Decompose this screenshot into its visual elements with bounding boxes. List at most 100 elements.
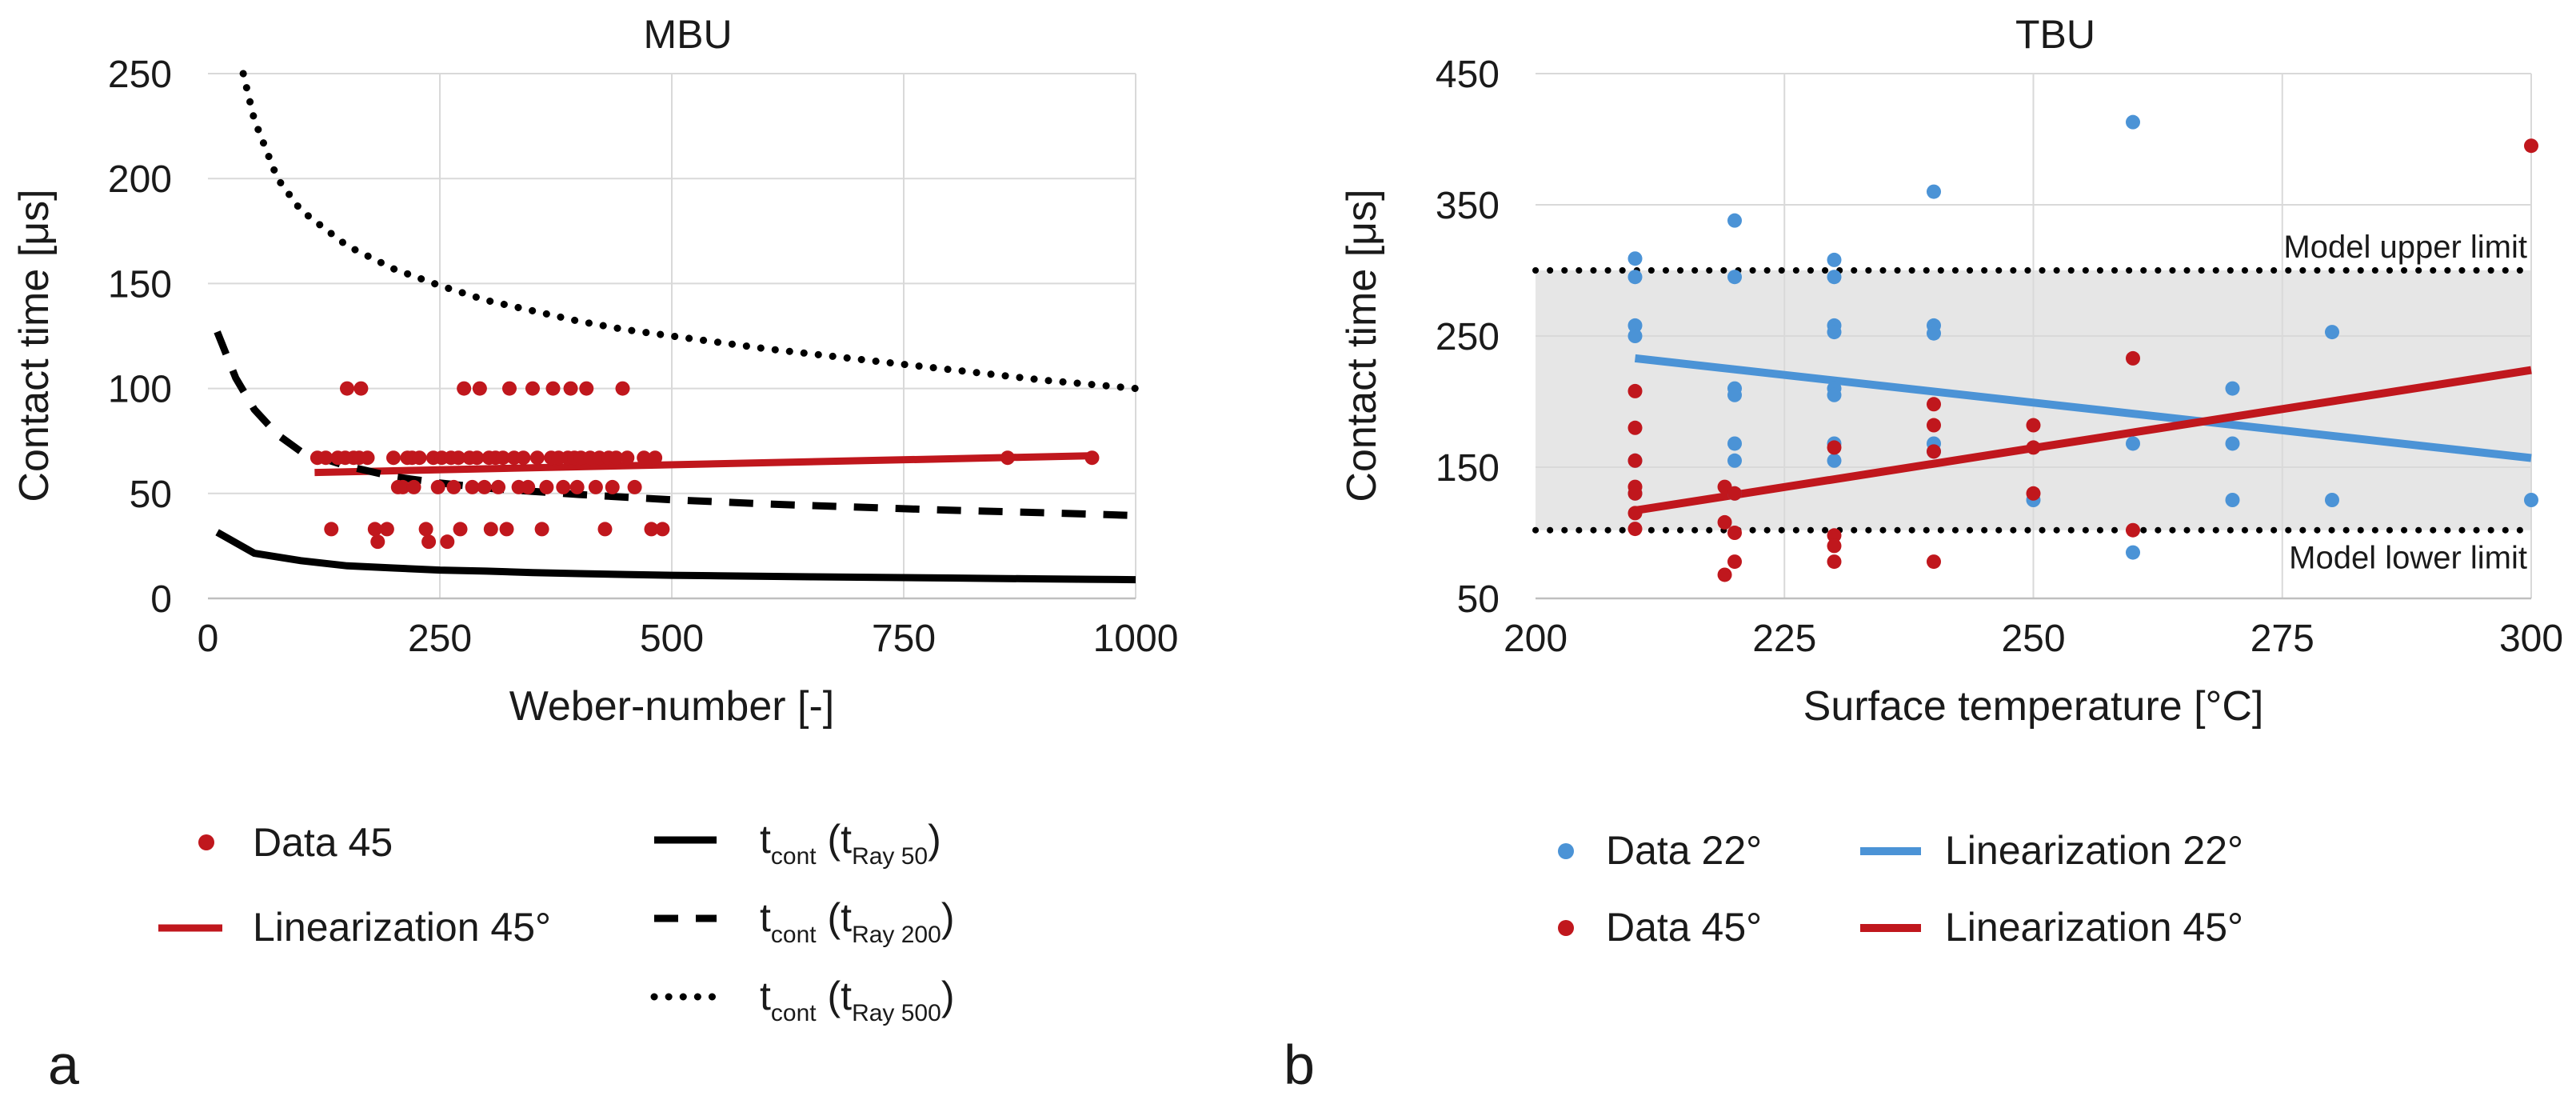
- data-point-data-45: [465, 479, 480, 494]
- data-point-data-45: [412, 450, 427, 466]
- data-point-data-22: [1727, 453, 1742, 468]
- data-point-data-22: [2126, 545, 2140, 560]
- data-point-data-22: [2126, 436, 2140, 451]
- data-point-data-45: [472, 381, 487, 396]
- data-point-data-45: [556, 479, 571, 494]
- legend-label-data-45: Data 45: [253, 820, 393, 865]
- legend-label-part: cont: [771, 922, 817, 948]
- legend-label-t-cont-t-ray-200: tcont (tRay 200): [760, 895, 954, 948]
- x-tick-label: 250: [2001, 618, 2065, 660]
- data-point-data-45: [370, 534, 385, 550]
- data-point-data-22: [2325, 493, 2339, 507]
- x-tick-label: 275: [2251, 618, 2314, 660]
- y-tick-label: 250: [1436, 316, 1500, 358]
- legend-label-part: ): [941, 974, 955, 1018]
- data-point-data-45: [1927, 554, 1941, 570]
- legend-label-part: Ray 200: [852, 922, 941, 948]
- data-point-data-45: [1717, 514, 1732, 530]
- data-point-data-45: [1084, 450, 1100, 466]
- x-axis-label: Weber-number [-]: [509, 683, 835, 730]
- y-tick-label: 200: [108, 158, 172, 201]
- data-point-data-45: [609, 450, 624, 466]
- data-point-data-45: [615, 381, 630, 396]
- data-point-data-45: [2126, 522, 2140, 538]
- legend-label-t-cont-t-ray-500: tcont (tRay 500): [760, 974, 954, 1026]
- chart-tbu: Model upper limit Model lower limit 200 225…: [1339, 12, 2563, 730]
- legend-label-part: t: [760, 817, 771, 862]
- x-tick-label: 500: [640, 618, 704, 660]
- data-point-data-45: [1927, 444, 1941, 459]
- data-point-data-22: [1627, 318, 1643, 333]
- data-point-data-45: [534, 522, 549, 537]
- data-point-data-45: [605, 479, 620, 494]
- legend-label-linearization-22: Linearization 22°: [1945, 828, 2243, 873]
- data-point-data-45: [1727, 526, 1742, 540]
- legend-label-part: cont: [771, 1000, 817, 1026]
- data-point-data-45: [1827, 538, 1842, 554]
- data-point-data-45: [477, 479, 492, 494]
- data-point-data-22: [1827, 325, 1842, 340]
- y-tick-label: 450: [1436, 54, 1500, 96]
- data-point-data-22: [1727, 270, 1742, 285]
- data-point-data-45: [2026, 440, 2041, 455]
- data-point-data-45: [588, 479, 603, 494]
- data-point-data-45: [2126, 350, 2140, 366]
- data-point-data-22: [2524, 493, 2538, 507]
- data-point-data-45: [1627, 420, 1643, 435]
- legend-label-part: (t: [817, 895, 853, 940]
- data-point-data-45: [421, 534, 437, 550]
- data-point-data-45: [2026, 418, 2041, 433]
- data-point-data-45: [379, 522, 394, 537]
- data-point-data-22: [2225, 493, 2240, 507]
- data-point-data-45: [451, 450, 466, 466]
- x-tick-label: 750: [872, 618, 936, 660]
- data-point-data-45: [648, 450, 663, 466]
- panel-label-a: a: [48, 1034, 79, 1096]
- data-point-data-45: [1627, 486, 1643, 501]
- legend-label-part: Ray 500: [852, 1000, 941, 1026]
- y-tick-label: 50: [1457, 578, 1500, 621]
- data-point-data-45: [521, 479, 536, 494]
- data-point-data-45: [579, 381, 594, 396]
- data-point-data-22: [1727, 436, 1742, 451]
- data-point-data-45: [1627, 522, 1643, 537]
- x-axis-label: Surface temperature [°C]: [1803, 683, 2264, 730]
- data-point-data-22: [1827, 270, 1842, 285]
- series-line-t-cont-t-ray-50: [215, 529, 1136, 584]
- data-point-data-45: [418, 522, 433, 537]
- y-tick-label: 0: [150, 578, 172, 621]
- annotation-model-upper-limit: Model upper limit: [2283, 230, 2527, 265]
- series-line-t-cont-t-ray-500: [239, 70, 1140, 393]
- legend-label-data-22: Data 22°: [1606, 828, 1762, 873]
- data-point-data-45: [1927, 397, 1941, 412]
- annotation-model-lower-limit: Model lower limit: [2289, 541, 2527, 576]
- data-point-data-22: [1827, 387, 1842, 402]
- series-line-linearization-45: [1634, 366, 2532, 515]
- legend-label-part: (t: [817, 817, 853, 862]
- y-tick-label: 100: [108, 369, 172, 411]
- chart-mbu: 0 250 500 750 1000 0 50 100 150 200 250 MBU Weber-nu…: [11, 12, 1178, 730]
- y-axis-label: Contact time [μs]: [1339, 189, 1385, 502]
- data-point-data-45: [440, 534, 455, 550]
- data-point-data-22: [2325, 325, 2339, 340]
- panel-label-b: b: [1284, 1034, 1315, 1096]
- data-point-data-45: [457, 381, 472, 396]
- legend-label-part: (t: [817, 974, 853, 1018]
- legend-label-part: Ray 50: [852, 843, 928, 870]
- series-line-linearization-45: [314, 452, 1094, 477]
- data-point-data-45: [446, 479, 461, 494]
- data-point-data-45: [453, 522, 468, 537]
- legend-marker-data-22: [1558, 843, 1574, 859]
- data-point-data-22: [1627, 329, 1643, 343]
- data-point-data-45: [367, 522, 382, 537]
- y-tick-label: 150: [1436, 447, 1500, 490]
- legend-tbu: Data 22° Data 45° Linearization 22° Lineari…: [1558, 828, 2243, 950]
- data-point-data-45: [597, 522, 613, 537]
- data-point-data-45: [1827, 440, 1842, 455]
- data-point-data-45: [430, 479, 445, 494]
- data-point-data-45: [1717, 567, 1732, 582]
- legend-label-part: ): [928, 817, 941, 862]
- data-point-data-45: [1727, 554, 1742, 570]
- data-point-data-45: [620, 450, 635, 466]
